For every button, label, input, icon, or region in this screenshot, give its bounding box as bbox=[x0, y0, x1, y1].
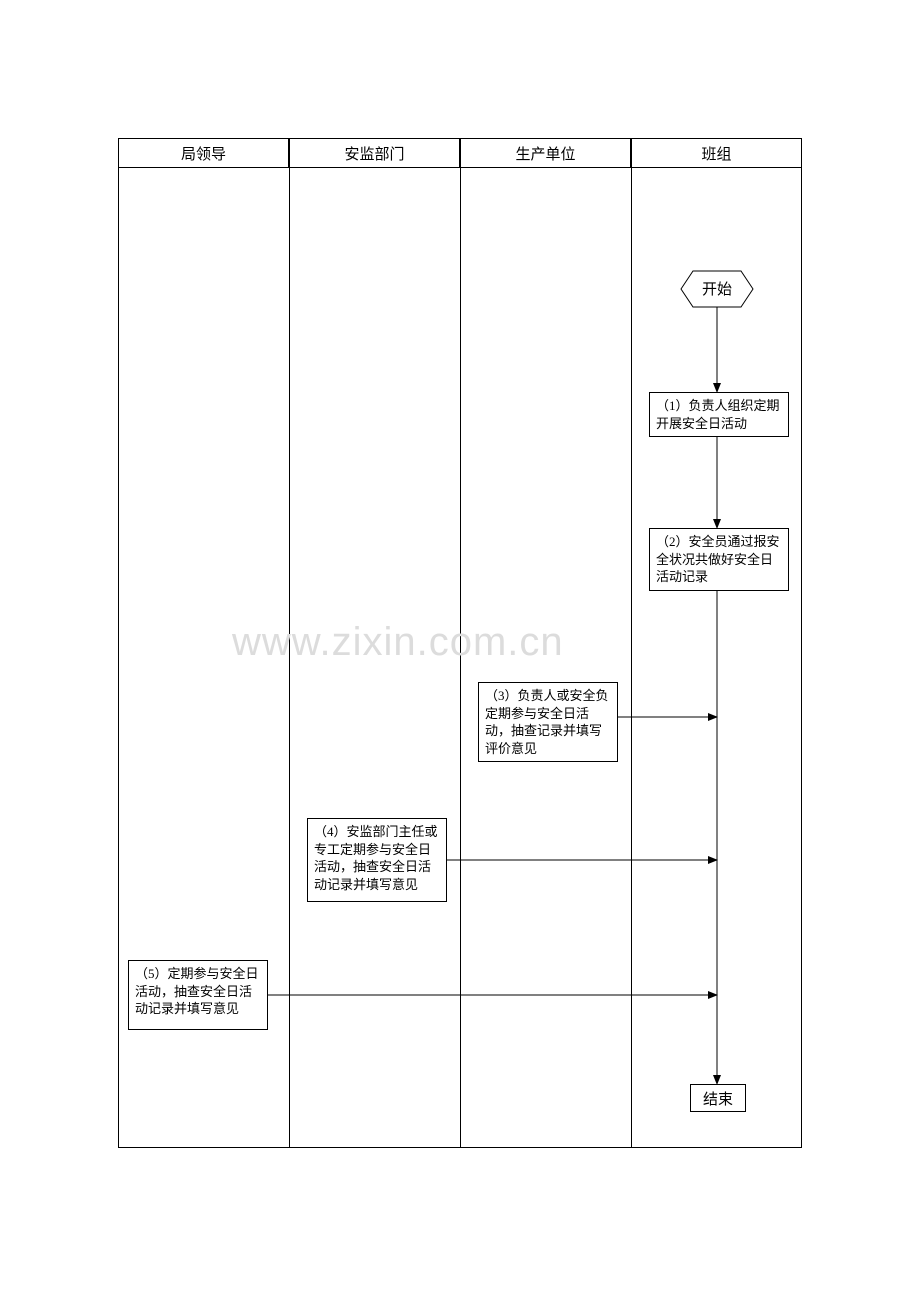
process-node-3: （3）负责人或安全负定期参与安全日活动，抽查记录并填写评价意见 bbox=[478, 682, 618, 762]
lane-label: 局领导 bbox=[181, 143, 226, 164]
lane-header-2: 生产单位 bbox=[460, 138, 631, 168]
lane-divider bbox=[460, 168, 461, 1148]
end-terminal: 结束 bbox=[690, 1084, 746, 1112]
process-node-4: （4）安监部门主任或专工定期参与安全日活动，抽查安全日活动记录并填写意见 bbox=[307, 818, 447, 902]
lane-divider bbox=[289, 168, 290, 1148]
process-node-5: （5）定期参与安全日活动，抽查安全日活动记录并填写意见 bbox=[128, 960, 268, 1030]
lane-label: 安监部门 bbox=[344, 143, 404, 164]
lane-header-0: 局领导 bbox=[118, 138, 289, 168]
lane-header-3: 班组 bbox=[631, 138, 802, 168]
lane-label: 生产单位 bbox=[515, 143, 575, 164]
lane-label: 班组 bbox=[701, 143, 731, 164]
lane-header-1: 安监部门 bbox=[289, 138, 460, 168]
process-node-2: （2）安全员通过报安全状况共做好安全日活动记录 bbox=[649, 528, 789, 591]
lane-divider bbox=[631, 168, 632, 1148]
process-node-1: （1）负责人组织定期开展安全日活动 bbox=[649, 392, 789, 437]
